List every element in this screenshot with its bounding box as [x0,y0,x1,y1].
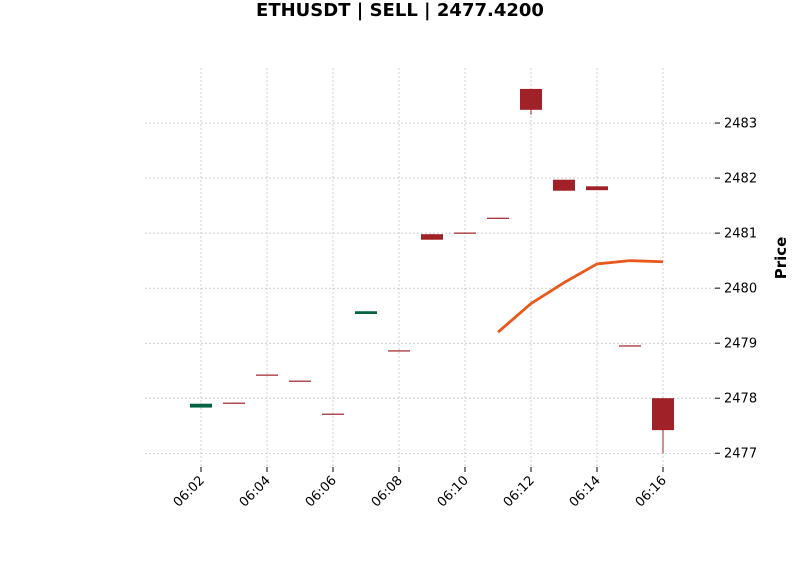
moving-average-line [497,259,664,334]
y-tick-label: 2482 [724,172,757,187]
candle [322,413,344,415]
candle [289,380,311,382]
candle-body [586,186,608,191]
candle [553,179,575,191]
candle-body [421,234,443,240]
candle [355,311,377,315]
x-tick-label: 06:12 [501,473,538,510]
candle [256,374,278,376]
y-axis-label: Price [772,237,790,280]
x-tick-label: 06:04 [237,473,274,510]
y-tick-label: 2477 [724,447,757,462]
candle-body [388,350,410,352]
x-tick-label: 06:02 [171,473,208,510]
x-tick-label: 06:10 [435,473,472,510]
chart-title: ETHUSDT | SELL | 2477.4200 [256,0,544,21]
y-tick-label: 2480 [724,282,757,297]
candle-body [520,88,542,110]
candle-body [355,311,377,315]
candle-body [223,402,245,404]
x-tick-label: 06:16 [633,473,670,510]
y-tick-label: 2481 [724,227,757,242]
candle [190,403,212,408]
moving-average [497,259,664,334]
candle [388,350,410,352]
candle [520,88,542,115]
candle-body [190,403,212,408]
candle [586,186,608,191]
candle [487,217,509,219]
y-tick-label: 2479 [724,337,757,352]
candle-body [652,398,674,431]
grid-lines [145,68,715,467]
axes: 2477 2478 2479 2480 2481 2482 2483 06:02 06:04 06… [171,117,757,511]
candle-body [487,217,509,219]
x-tick-label: 06:14 [567,473,604,510]
candles [190,88,674,454]
candle-body [289,380,311,382]
candle [619,345,641,347]
x-tick-label: 06:06 [303,473,340,510]
candle-body [454,232,476,234]
y-tick-label: 2478 [724,392,757,407]
candle-body [256,374,278,376]
candle [454,232,476,234]
candle-body [553,179,575,191]
candle [421,234,443,240]
y-tick-label: 2483 [724,117,757,132]
candle-body [619,345,641,347]
candle [223,402,245,404]
candle-body [322,413,344,415]
candle [652,398,674,454]
x-tick-label: 06:08 [369,473,406,510]
